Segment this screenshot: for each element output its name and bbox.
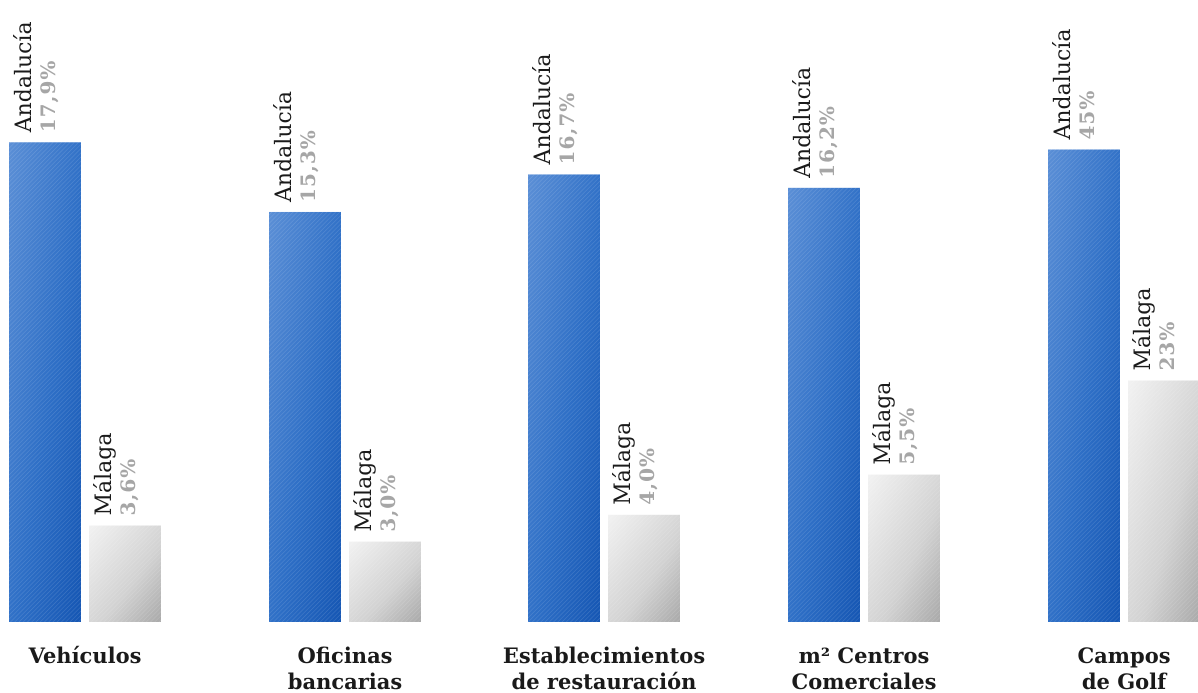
bar-texture: [89, 525, 161, 622]
category-label: Campos: [1077, 643, 1170, 668]
bar-texture: [9, 142, 81, 622]
value-label: 23%: [1155, 321, 1179, 371]
series-name-label: Málaga: [871, 382, 896, 465]
category-label: de Golf: [1082, 669, 1168, 693]
bar-texture: [788, 187, 860, 622]
series-name-label: Andalucía: [12, 21, 37, 133]
bar-texture: [349, 541, 421, 622]
series-name-label: Andalucía: [1051, 29, 1076, 141]
category-label: bancarias: [288, 669, 402, 693]
bar-texture: [528, 174, 600, 622]
value-label: 5,5%: [895, 407, 919, 465]
value-label: 45%: [1075, 90, 1099, 140]
bar-texture: [269, 211, 341, 622]
category-label: Oficinas: [297, 643, 392, 668]
value-label: 3,6%: [116, 458, 140, 516]
category-label: Comerciales: [792, 669, 937, 693]
bar-texture: [1048, 149, 1120, 622]
series-name-label: Málaga: [92, 433, 117, 516]
value-label: 16,7%: [555, 92, 579, 165]
bar-texture: [868, 474, 940, 622]
value-label: 4,0%: [635, 447, 659, 505]
value-label: 17,9%: [36, 60, 60, 133]
category-label: Vehículos: [28, 643, 142, 668]
value-label: 3,0%: [376, 474, 400, 532]
value-label: 15,3%: [296, 129, 320, 202]
category-label: Establecimientos: [503, 643, 705, 668]
series-name-label: Andalucía: [531, 54, 556, 166]
bar-texture: [1128, 380, 1198, 622]
category-label: m² Centros: [799, 643, 930, 668]
value-label: 16,2%: [815, 105, 839, 178]
series-name-label: Málaga: [611, 422, 636, 505]
bar-texture: [608, 514, 680, 622]
series-name-label: Málaga: [352, 449, 377, 532]
series-name-label: Andalucía: [272, 91, 297, 203]
series-name-label: Andalucía: [791, 67, 816, 179]
category-label: de restauración: [512, 669, 697, 693]
series-name-label: Málaga: [1131, 288, 1156, 371]
